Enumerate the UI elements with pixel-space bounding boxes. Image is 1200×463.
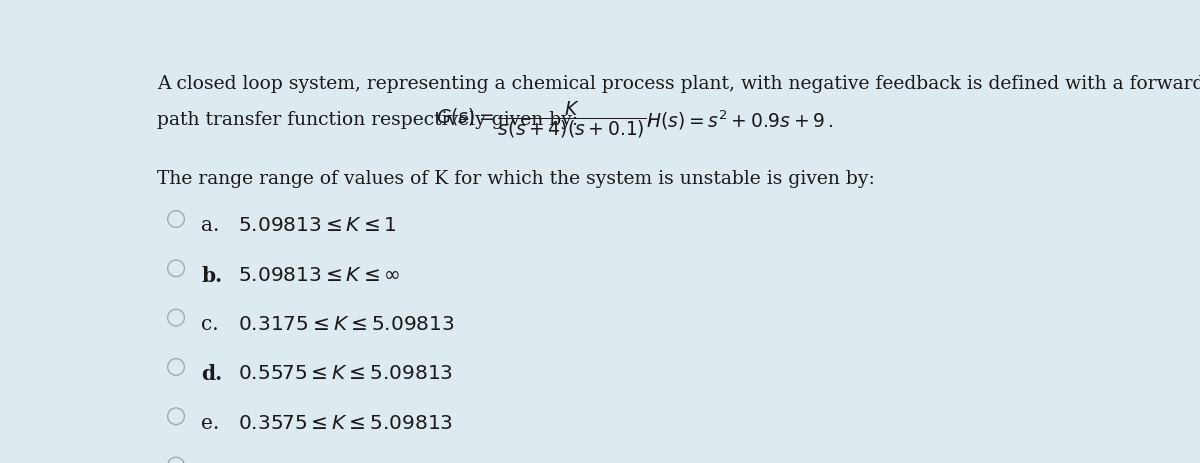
Text: A closed loop system, representing a chemical process plant, with negative feedb: A closed loop system, representing a che… [157, 75, 1200, 93]
Text: c.: c. [202, 314, 218, 333]
Text: The range range of values of K for which the system is unstable is given by:: The range range of values of K for which… [157, 169, 875, 188]
Text: $5.09813\leq K\leq1$: $5.09813\leq K\leq1$ [239, 216, 397, 235]
Text: a.: a. [202, 216, 220, 235]
Text: $0.3575\leq K\leq5.09813$: $0.3575\leq K\leq5.09813$ [239, 413, 454, 432]
Text: d.: d. [202, 363, 222, 383]
Text: e.: e. [202, 413, 220, 432]
Text: b.: b. [202, 265, 222, 285]
Text: f.: f. [202, 462, 216, 463]
Text: $0.5575\leq K\leq5.09813$: $0.5575\leq K\leq5.09813$ [239, 363, 454, 382]
Text: $5.09813\leq K\leq\infty$: $5.09813\leq K\leq\infty$ [239, 265, 401, 284]
Text: $0.3175\leq K\leq5.09813$: $0.3175\leq K\leq5.09813$ [239, 314, 455, 333]
Text: $0\leq K\leq5.09813$: $0\leq K\leq5.09813$ [239, 462, 397, 463]
Text: $H(s)=s^{2}+0.9s+9\,.$: $H(s)=s^{2}+0.9s+9\,.$ [646, 108, 833, 131]
Text: path transfer function respectively given by:: path transfer function respectively give… [157, 111, 588, 129]
Text: $G(s)=\dfrac{K}{s(s+4)(s+0.1)},$: $G(s)=\dfrac{K}{s(s+4)(s+0.1)},$ [437, 100, 653, 140]
